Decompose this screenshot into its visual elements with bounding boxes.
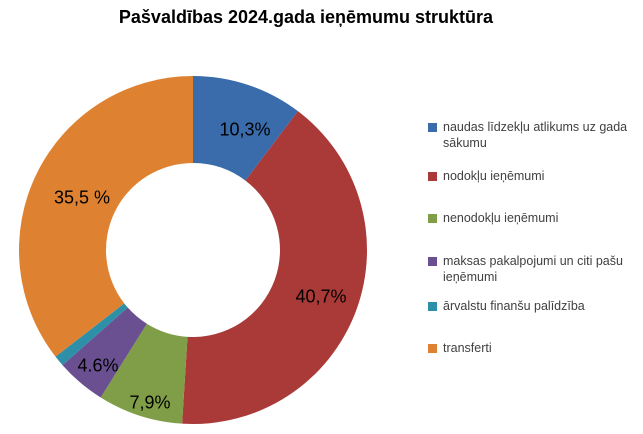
legend-label: maksas pakalpojumi un citi pašu ieņēmumi [443, 254, 623, 284]
chart-title: Pašvaldības 2024.gada ieņēmumu struktūra [118, 7, 494, 27]
legend-swatch-red-icon [428, 172, 437, 181]
pie-slice-5 [18, 76, 194, 357]
slice-label-naudas-lidzekli: 10,3% [219, 119, 271, 140]
legend-item-0: naudas līdzekļu atlikums uz gada sākumu [428, 120, 633, 151]
legend-item-5: transferti [428, 341, 633, 357]
pie-slice-3 [62, 307, 147, 398]
legend-label: transferti [443, 341, 492, 355]
chart-legend: naudas līdzekļu atlikums uz gada sākumu … [428, 0, 636, 434]
slice-label-nenodoklu-ienemumi: 7,9% [129, 392, 171, 413]
pie-slice-4 [55, 303, 128, 366]
legend-swatch-orange-icon [428, 344, 437, 353]
legend-item-1: nodokļu ieņēmumi [428, 169, 633, 185]
pie-slice-0 [193, 76, 298, 181]
pie-slice-2 [100, 323, 188, 424]
legend-swatch-teal-icon [428, 302, 437, 311]
legend-label: naudas līdzekļu atlikums uz gada sākumu [443, 120, 628, 150]
legend-label: ārvalstu finanšu palīdzība [443, 299, 585, 313]
legend-swatch-purple-icon [428, 257, 437, 266]
legend-item-2: nenodokļu ieņēmumi [428, 211, 633, 227]
legend-swatch-green-icon [428, 214, 437, 223]
slice-label-maksas-pakalpojumi: 4.6% [77, 355, 119, 376]
legend-label: nenodokļu ieņēmumi [443, 211, 559, 225]
slice-label-nodoklu-ienemumi: 40,7% [295, 286, 347, 307]
slice-label-transferti: 35,5 % [53, 187, 111, 208]
legend-swatch-blue-icon [428, 123, 437, 132]
legend-item-3: maksas pakalpojumi un citi pašu ieņēmumi [428, 254, 633, 285]
legend-label: nodokļu ieņēmumi [443, 169, 545, 183]
pie-slice-1 [182, 111, 368, 425]
legend-item-4: ārvalstu finanšu palīdzība [428, 299, 633, 315]
